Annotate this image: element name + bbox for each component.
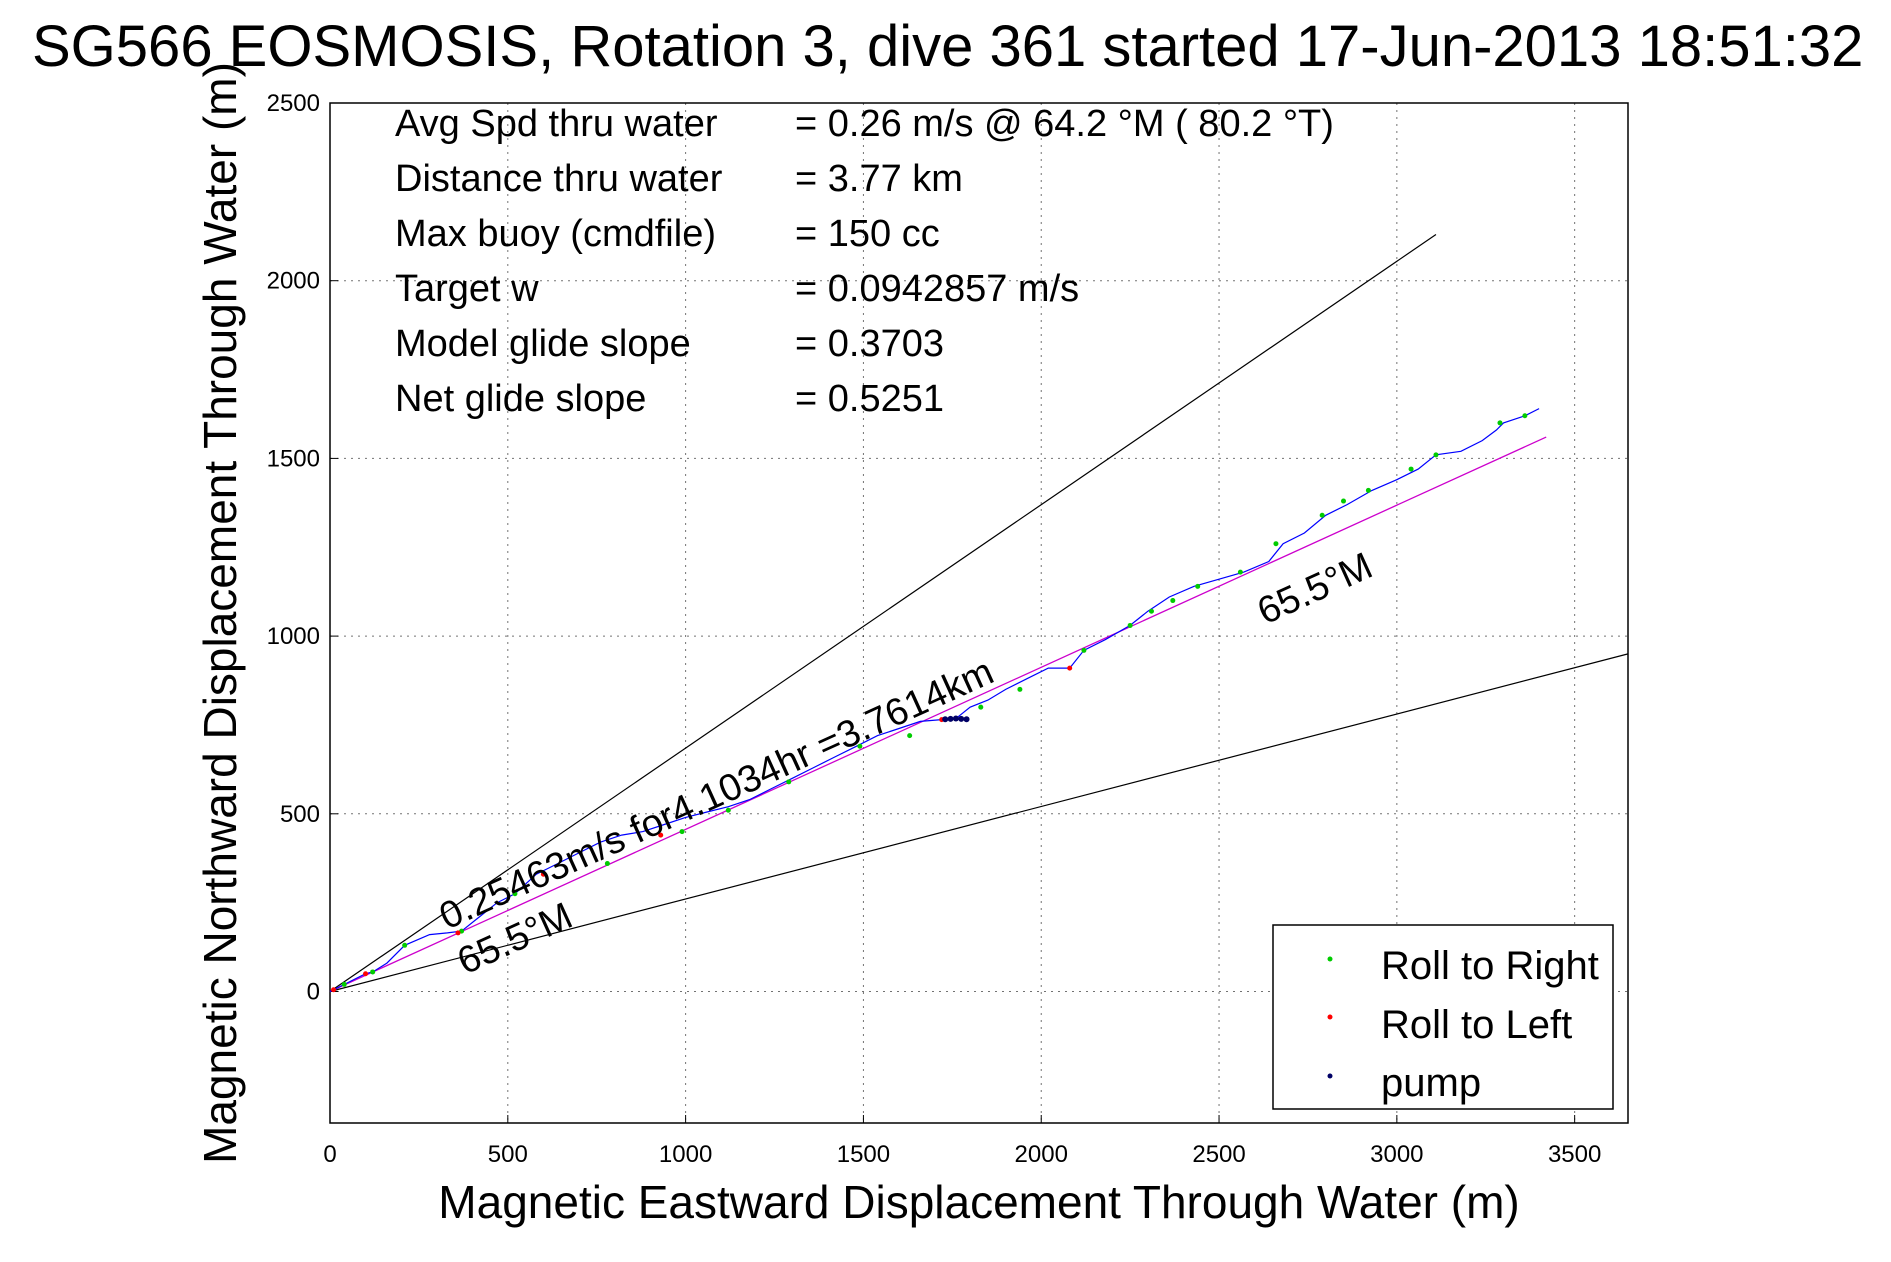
roll-right-point bbox=[341, 981, 347, 987]
roll-right-point bbox=[1127, 622, 1133, 628]
roll-right-point bbox=[604, 861, 610, 867]
grid-lines bbox=[329, 102, 1628, 1123]
envelope-line bbox=[329, 653, 1629, 993]
x-tick-label: 2500 bbox=[1192, 1141, 1245, 1168]
stat-value: = 3.77 km bbox=[795, 158, 963, 200]
y-tick-label: 1000 bbox=[267, 623, 320, 650]
x-tick-label: 3500 bbox=[1548, 1141, 1601, 1168]
roll-right-point bbox=[1522, 413, 1528, 419]
roll-right-point bbox=[1195, 583, 1201, 589]
roll-left-point bbox=[540, 871, 546, 877]
roll-right-point bbox=[679, 829, 685, 835]
pump-point bbox=[952, 715, 959, 722]
roll-right-point bbox=[978, 704, 984, 710]
legend: Roll to Right Roll to Left pump bbox=[1272, 924, 1614, 1110]
roll-right-point bbox=[1497, 420, 1503, 426]
y-tick-label: 2000 bbox=[267, 268, 320, 295]
x-tick-label: 500 bbox=[488, 1141, 528, 1168]
x-tick-label: 3000 bbox=[1370, 1141, 1423, 1168]
legend-label-roll-left: Roll to Left bbox=[1381, 1003, 1572, 1047]
legend-marker-pump bbox=[1327, 1073, 1333, 1079]
stat-label: Avg Spd thru water bbox=[395, 103, 718, 145]
stat-label: Target w bbox=[395, 268, 539, 310]
stat-value: = 0.3703 bbox=[795, 323, 944, 365]
y-tick-label: 0 bbox=[307, 979, 320, 1006]
pump-point bbox=[963, 716, 970, 723]
legend-marker-roll-left bbox=[1327, 1014, 1333, 1020]
roll-right-point bbox=[370, 969, 376, 975]
roll-left-point bbox=[331, 987, 337, 993]
pump-point bbox=[947, 715, 954, 722]
x-tick-label: 0 bbox=[323, 1141, 336, 1168]
reference-lines bbox=[329, 234, 1629, 993]
legend-label-roll-right: Roll to Right bbox=[1381, 944, 1599, 988]
pump-point bbox=[958, 715, 965, 722]
stat-label: Distance thru water bbox=[395, 158, 723, 200]
stat-value: = 150 cc bbox=[795, 213, 940, 255]
y-tick-label: 500 bbox=[280, 801, 320, 828]
roll-right-point bbox=[1365, 487, 1371, 493]
roll-right-point bbox=[786, 779, 792, 785]
roll-right-point bbox=[402, 942, 408, 948]
roll-right-point bbox=[907, 733, 913, 739]
heading-line bbox=[329, 436, 1547, 993]
roll-right-point bbox=[1237, 569, 1243, 575]
roll-right-point bbox=[1433, 452, 1439, 458]
roll-right-point bbox=[512, 891, 518, 897]
tick-labels: 0 500 1000 1500 2000 2500 3000 3500 0 500 1000 1500… bbox=[267, 90, 1602, 1168]
x-tick-label: 2000 bbox=[1015, 1141, 1068, 1168]
legend-label-pump: pump bbox=[1381, 1061, 1481, 1105]
stat-label: Max buoy (cmdfile) bbox=[395, 213, 716, 255]
roll-right-point bbox=[857, 743, 863, 749]
roll-left-point bbox=[363, 971, 369, 977]
roll-right-point bbox=[1148, 608, 1154, 614]
roll-left-point bbox=[455, 930, 461, 936]
legend-marker-roll-right bbox=[1327, 956, 1333, 962]
envelope-line bbox=[329, 234, 1437, 992]
stat-value: = 0.5251 bbox=[795, 378, 944, 420]
roll-right-point bbox=[1273, 541, 1279, 547]
stat-label: Net glide slope bbox=[395, 378, 646, 420]
stat-value: = 0.26 m/s @ 64.2 °M ( 80.2 °T) bbox=[795, 103, 1334, 145]
y-axis-label: Magnetic Northward Displacement Through … bbox=[194, 62, 246, 1164]
roll-right-point bbox=[1017, 686, 1023, 692]
stat-value: = 0.0942857 m/s bbox=[795, 268, 1079, 310]
track-line bbox=[329, 408, 1540, 993]
roll-right-point bbox=[725, 807, 731, 813]
x-tick-label: 1000 bbox=[659, 1141, 712, 1168]
x-axis-label: Magnetic Eastward Displacement Through W… bbox=[438, 1176, 1519, 1228]
roll-right-point bbox=[1341, 498, 1347, 504]
pump-point bbox=[942, 716, 949, 723]
roll-right-point bbox=[1081, 647, 1087, 653]
roll-right-point bbox=[1319, 512, 1325, 518]
y-tick-label: 1500 bbox=[267, 445, 320, 472]
stat-label: Model glide slope bbox=[395, 323, 691, 365]
y-tick-label: 2500 bbox=[267, 90, 320, 117]
roll-left-point bbox=[1067, 665, 1073, 671]
chart-title: SG566 EOSMOSIS, Rotation 3, dive 361 sta… bbox=[32, 14, 1863, 79]
series-layer bbox=[329, 408, 1540, 993]
roll-left-point bbox=[658, 832, 664, 838]
roll-right-point bbox=[1170, 598, 1176, 604]
stats-block: Avg Spd thru water = 0.26 m/s @ 64.2 °M … bbox=[395, 103, 1334, 420]
x-tick-label: 1500 bbox=[837, 1141, 890, 1168]
roll-right-point bbox=[1408, 466, 1414, 472]
